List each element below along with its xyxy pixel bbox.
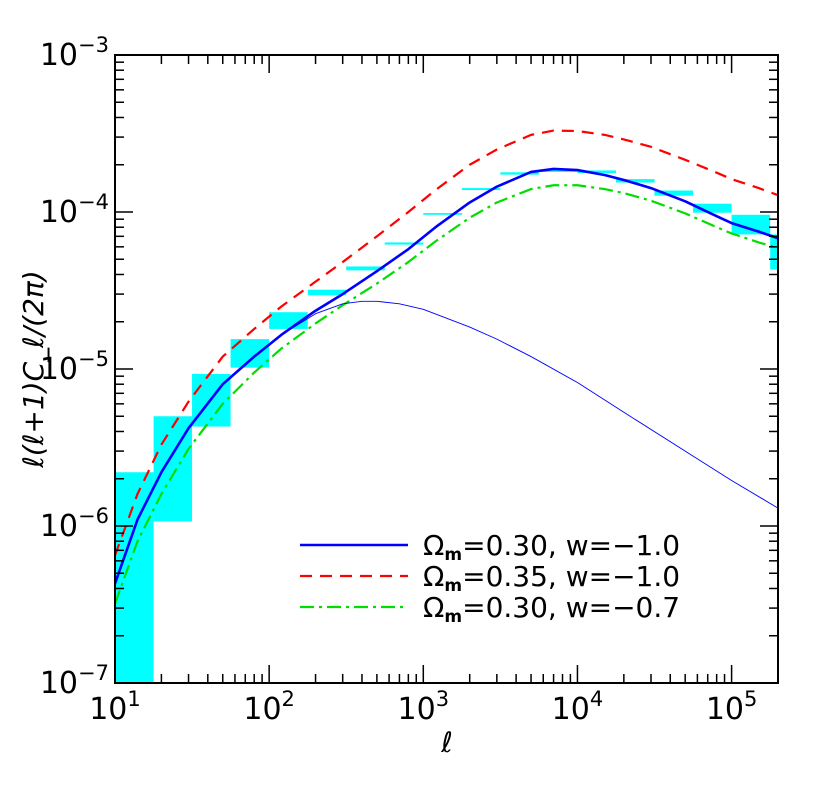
legend: Ωm=0.30, w=−1.0Ωm=0.35, w=−1.0Ωm=0.30, w… [300,529,680,627]
legend-label-2: Ωm=0.35, w=−1.0 [423,560,680,596]
y-tick-label: 10−5 [40,347,109,387]
tick-labels: 101 102 103 104 105 10−7 10−6 10−5 10−4 10−3 [40,33,758,727]
error-box-9 [423,213,462,215]
x-tick-label: 105 [706,687,758,727]
y-axis-label: ℓ(ℓ+1)C_ℓ/(2π) [17,270,50,468]
error-box-14 [616,179,655,183]
series-line-thin [115,300,778,584]
model-curves [115,129,778,605]
error-box-15 [654,190,694,196]
x-axis-label: ℓ [440,726,453,759]
series-line-2 [115,129,778,556]
x-tick-label: 104 [552,687,604,727]
legend-label-1: Ωm=0.30, w=−1.0 [423,529,680,565]
error-box-13 [577,170,617,174]
axis-ticks [114,54,779,684]
legend-label-3: Ωm=0.30, w=−0.7 [423,591,680,627]
x-tick-label: 103 [398,687,450,727]
y-tick-label: 10−7 [40,661,109,701]
error-box-11 [500,172,539,175]
error-box-18 [770,234,778,270]
error-box-17 [731,214,771,235]
y-tick-label: 10−3 [40,33,109,73]
error-box-6 [307,289,347,296]
error-box-16 [693,203,732,213]
error-box-12 [538,169,578,172]
error-box-8 [384,242,424,245]
y-tick-label: 10−4 [40,190,109,230]
error-box-1 [115,472,154,683]
y-tick-label: 10−6 [40,504,109,544]
x-tick-label: 101 [89,687,141,727]
error-box-10 [461,188,501,191]
x-tick-label: 102 [243,687,295,727]
series-line-3 [115,184,778,605]
error-box-7 [346,266,385,271]
